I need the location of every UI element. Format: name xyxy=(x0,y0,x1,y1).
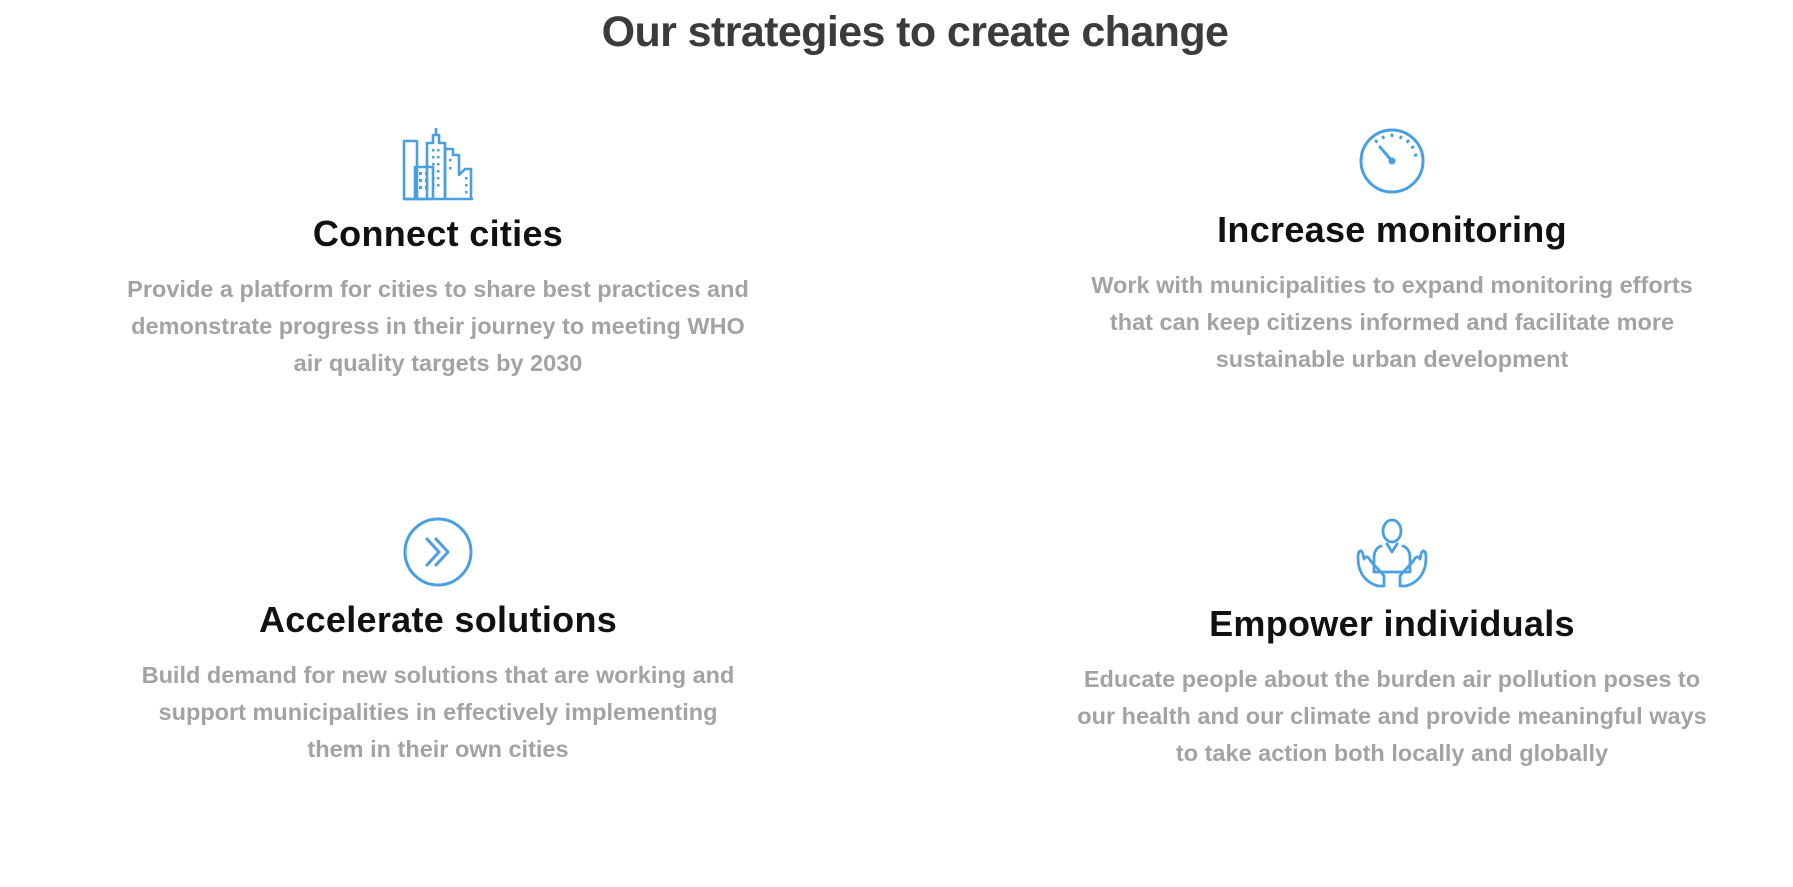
person-in-hands-icon xyxy=(1042,516,1742,592)
strategy-heading: Increase monitoring xyxy=(1217,209,1567,250)
strategy-card-connect-cities: Connect cities Provide a platform for ci… xyxy=(88,127,788,382)
strategy-heading: Connect cities xyxy=(312,213,564,254)
strategy-description: Build demand for new solutions that are … xyxy=(141,662,735,762)
strategy-description: Work with municipalities to expand monit… xyxy=(1091,272,1693,372)
city-buildings-icon xyxy=(88,127,788,201)
double-chevron-right-icon xyxy=(88,516,788,588)
strategy-card-accelerate-solutions: Accelerate solutions Build demand for ne… xyxy=(88,516,788,768)
strategy-heading: Empower individuals xyxy=(1209,603,1575,644)
strategy-heading: Accelerate solutions xyxy=(258,599,618,640)
strategy-description: Provide a platform for cities to share b… xyxy=(127,276,749,376)
page-title: Our strategies to create change xyxy=(601,8,1229,56)
strategy-card-increase-monitoring: Increase monitoring Work with municipali… xyxy=(1042,127,1742,378)
gauge-icon xyxy=(1042,127,1742,195)
strategy-description: Educate people about the burden air poll… xyxy=(1077,666,1707,766)
strategy-card-empower-individuals: Empower individuals Educate people about… xyxy=(1042,516,1742,772)
